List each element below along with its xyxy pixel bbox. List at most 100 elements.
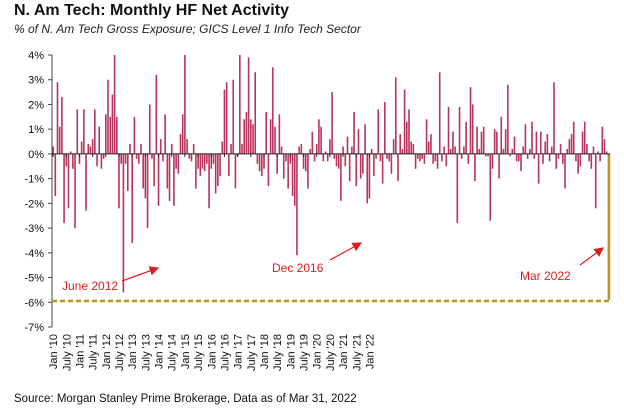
bar bbox=[401, 148, 404, 154]
annotation-arrow bbox=[121, 266, 160, 282]
bar bbox=[355, 153, 358, 187]
bar bbox=[309, 148, 311, 154]
bar bbox=[140, 144, 142, 154]
bar bbox=[203, 153, 206, 172]
chart-title: N. Am Tech: Monthly HF Net Activity bbox=[14, 2, 289, 19]
bar bbox=[241, 144, 243, 154]
bar bbox=[588, 153, 590, 162]
bar bbox=[228, 153, 230, 177]
x-tick-label: July '18 bbox=[272, 334, 284, 371]
x-tick-label: July '15 bbox=[193, 334, 205, 371]
bar bbox=[498, 153, 500, 179]
x-tick-label: Jan '13 bbox=[127, 334, 139, 369]
bar bbox=[265, 111, 267, 154]
bar bbox=[581, 131, 584, 154]
bar bbox=[445, 153, 448, 167]
bar bbox=[564, 153, 566, 189]
bar bbox=[605, 151, 608, 154]
bar bbox=[375, 153, 377, 159]
x-tick-label: Jan '21 bbox=[338, 334, 350, 369]
bar bbox=[381, 153, 384, 184]
bar bbox=[61, 97, 63, 154]
y-tick-label: -5% bbox=[24, 273, 44, 285]
bar bbox=[116, 116, 118, 154]
bar bbox=[603, 139, 606, 154]
bar bbox=[434, 153, 437, 162]
bar bbox=[225, 82, 228, 154]
bar bbox=[482, 126, 485, 154]
bar bbox=[408, 109, 410, 154]
bar bbox=[522, 146, 525, 154]
bar bbox=[331, 92, 333, 154]
bar bbox=[489, 153, 492, 221]
bar bbox=[201, 153, 204, 169]
bar bbox=[597, 151, 599, 154]
bar bbox=[575, 153, 577, 162]
bar bbox=[293, 153, 296, 206]
bar bbox=[546, 134, 549, 154]
bar bbox=[159, 139, 162, 154]
x-tick-label: Jan '17 bbox=[233, 334, 245, 369]
bar bbox=[318, 119, 320, 154]
bar bbox=[245, 111, 248, 154]
x-tick-label: July '13 bbox=[140, 334, 152, 371]
bar bbox=[601, 126, 604, 154]
bar bbox=[219, 153, 221, 177]
bar bbox=[333, 153, 336, 159]
y-tick-label: -3% bbox=[24, 223, 44, 235]
bar bbox=[250, 119, 252, 154]
bar bbox=[52, 146, 54, 154]
bar bbox=[173, 153, 175, 206]
bar bbox=[280, 146, 283, 154]
x-axis: Jan '10 July '10 Jan '11 July '11 Jan '12 Jul… bbox=[48, 153, 610, 371]
bar bbox=[326, 153, 329, 162]
bar bbox=[496, 131, 498, 154]
bar bbox=[524, 124, 527, 154]
bar bbox=[399, 134, 401, 154]
bar bbox=[87, 144, 90, 154]
bar bbox=[335, 153, 338, 167]
bar bbox=[509, 153, 511, 157]
x-tick-label: July '20 bbox=[325, 334, 337, 371]
x-tick-label: Jan '10 bbox=[48, 334, 60, 369]
bar bbox=[195, 153, 197, 189]
bar bbox=[579, 153, 582, 167]
bar bbox=[192, 144, 195, 154]
y-tick-label: -4% bbox=[24, 248, 44, 260]
bar bbox=[526, 153, 529, 159]
bar bbox=[366, 153, 369, 204]
bar bbox=[540, 131, 542, 154]
bar bbox=[423, 153, 426, 164]
y-tick-label: 0% bbox=[28, 149, 44, 161]
bar bbox=[208, 153, 210, 209]
bar bbox=[557, 153, 560, 159]
bar bbox=[113, 55, 116, 154]
bar bbox=[258, 153, 261, 172]
bar bbox=[199, 153, 202, 177]
bar bbox=[559, 144, 562, 154]
bar bbox=[285, 153, 287, 162]
bar bbox=[410, 141, 412, 154]
bar bbox=[542, 153, 544, 164]
bar bbox=[254, 72, 257, 154]
bar bbox=[348, 153, 351, 182]
annotation-label: Dec 2016 bbox=[272, 261, 324, 275]
x-tick-label: Jan '22 bbox=[364, 334, 376, 369]
bar bbox=[271, 67, 274, 154]
bar bbox=[96, 153, 98, 167]
bar bbox=[550, 146, 553, 154]
bar bbox=[337, 153, 340, 169]
bar bbox=[436, 153, 439, 169]
annotation-arrow bbox=[579, 247, 604, 266]
bar bbox=[105, 114, 107, 154]
bar bbox=[107, 79, 109, 154]
bar bbox=[298, 146, 300, 154]
bar bbox=[282, 153, 285, 179]
bar bbox=[98, 126, 101, 154]
bar bbox=[392, 139, 395, 154]
bar bbox=[214, 153, 217, 194]
bar bbox=[373, 153, 375, 177]
bar bbox=[144, 153, 147, 199]
bar bbox=[513, 136, 516, 154]
bar bbox=[109, 116, 112, 154]
